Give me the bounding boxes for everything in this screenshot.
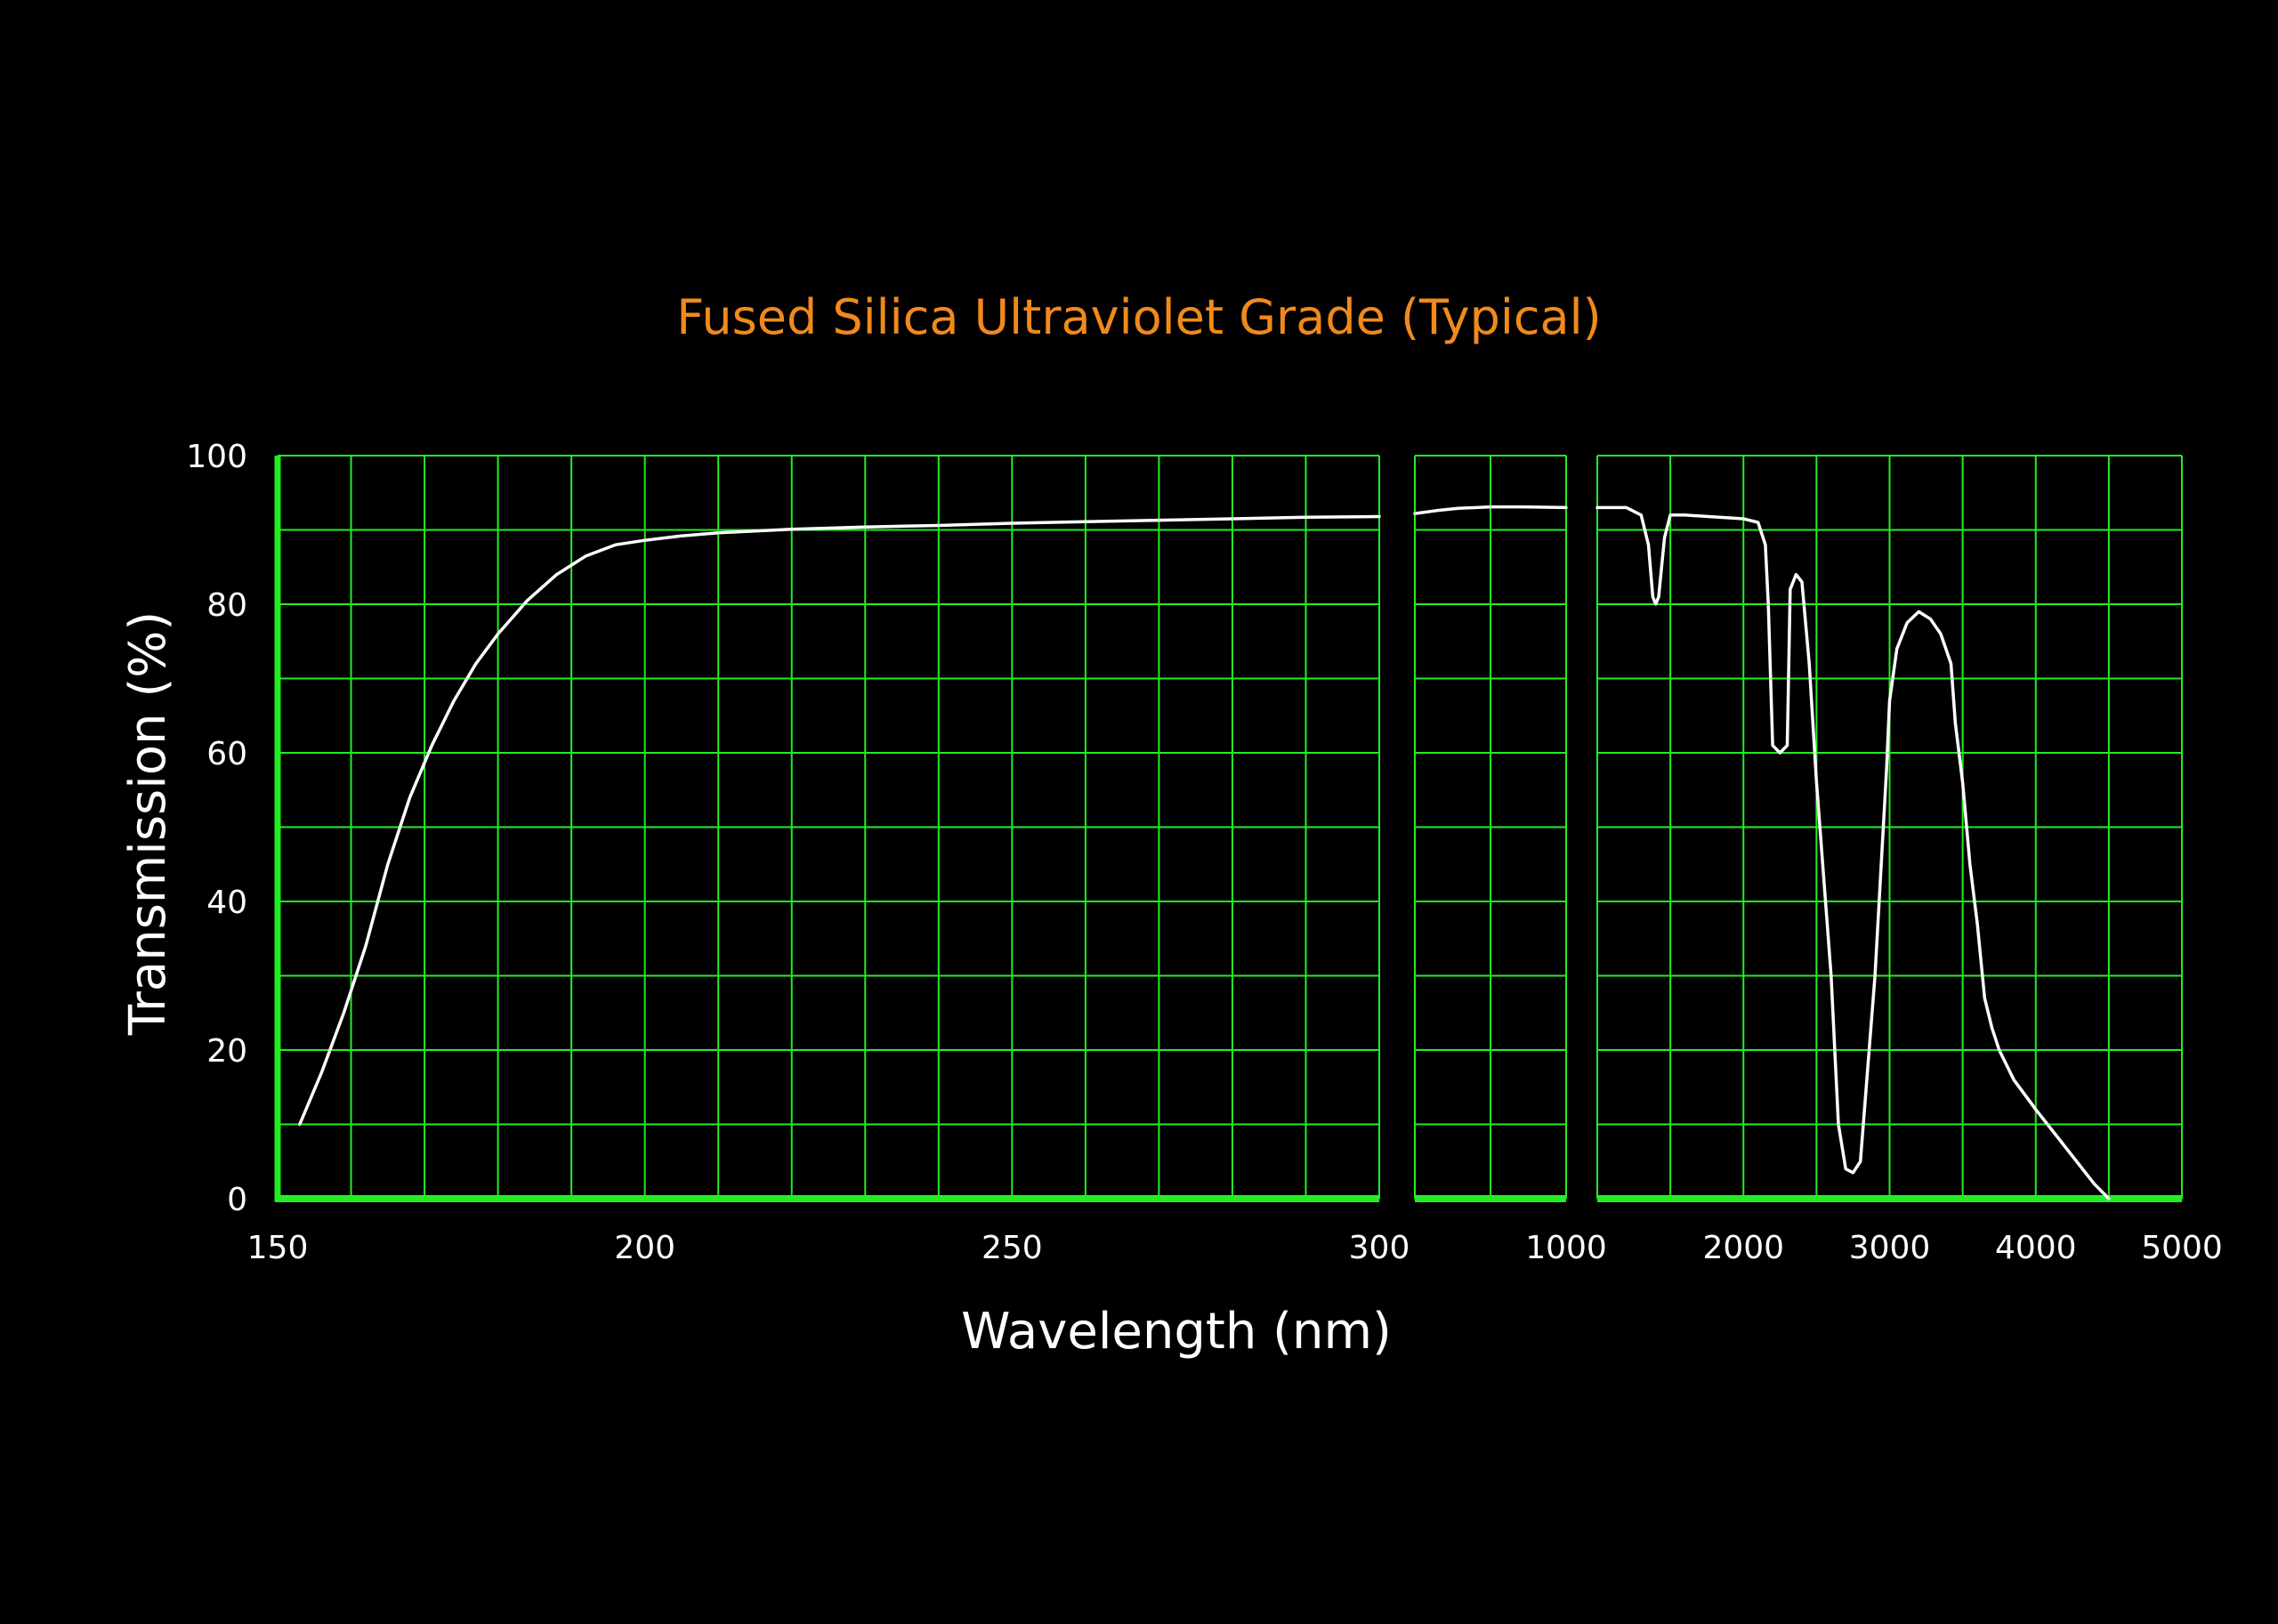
x-tick-label: 250 bbox=[981, 1230, 1043, 1266]
transmission-series-line bbox=[1413, 505, 1568, 515]
y-axis-label: Transmission (%) bbox=[119, 611, 177, 1036]
x-axis-label: Wavelength (nm) bbox=[961, 1303, 1392, 1361]
y-tick-label: 20 bbox=[206, 1033, 247, 1070]
x-tick-label: 2000 bbox=[1702, 1230, 1784, 1266]
y-tick-label: 40 bbox=[206, 885, 247, 921]
chart-title: Fused Silica Ultraviolet Grade (Typical) bbox=[676, 289, 1601, 345]
chart-panel-3: 2000 3000 4000 5000 bbox=[1595, 455, 2223, 1266]
x-tick-label: 200 bbox=[614, 1230, 675, 1266]
x-tick-label: 5000 bbox=[2141, 1230, 2223, 1266]
x-tick-label: 3000 bbox=[1849, 1230, 1931, 1266]
y-tick-label: 0 bbox=[227, 1182, 247, 1218]
chart-panel-1: 150 200 250 300 bbox=[247, 455, 1410, 1266]
transmission-series-line bbox=[1595, 505, 2111, 1200]
y-tick-label: 100 bbox=[186, 439, 247, 475]
chart-panel-2: 1000 bbox=[1413, 455, 1607, 1266]
y-tick-label: 80 bbox=[206, 587, 247, 624]
x-tick-label: 300 bbox=[1349, 1230, 1410, 1266]
y-tick-label: 60 bbox=[206, 736, 247, 772]
x-tick-label: 1000 bbox=[1525, 1230, 1607, 1266]
transmission-series-line bbox=[298, 514, 1381, 1127]
x-tick-label: 4000 bbox=[1995, 1230, 2077, 1266]
x-tick-label: 150 bbox=[247, 1230, 309, 1266]
